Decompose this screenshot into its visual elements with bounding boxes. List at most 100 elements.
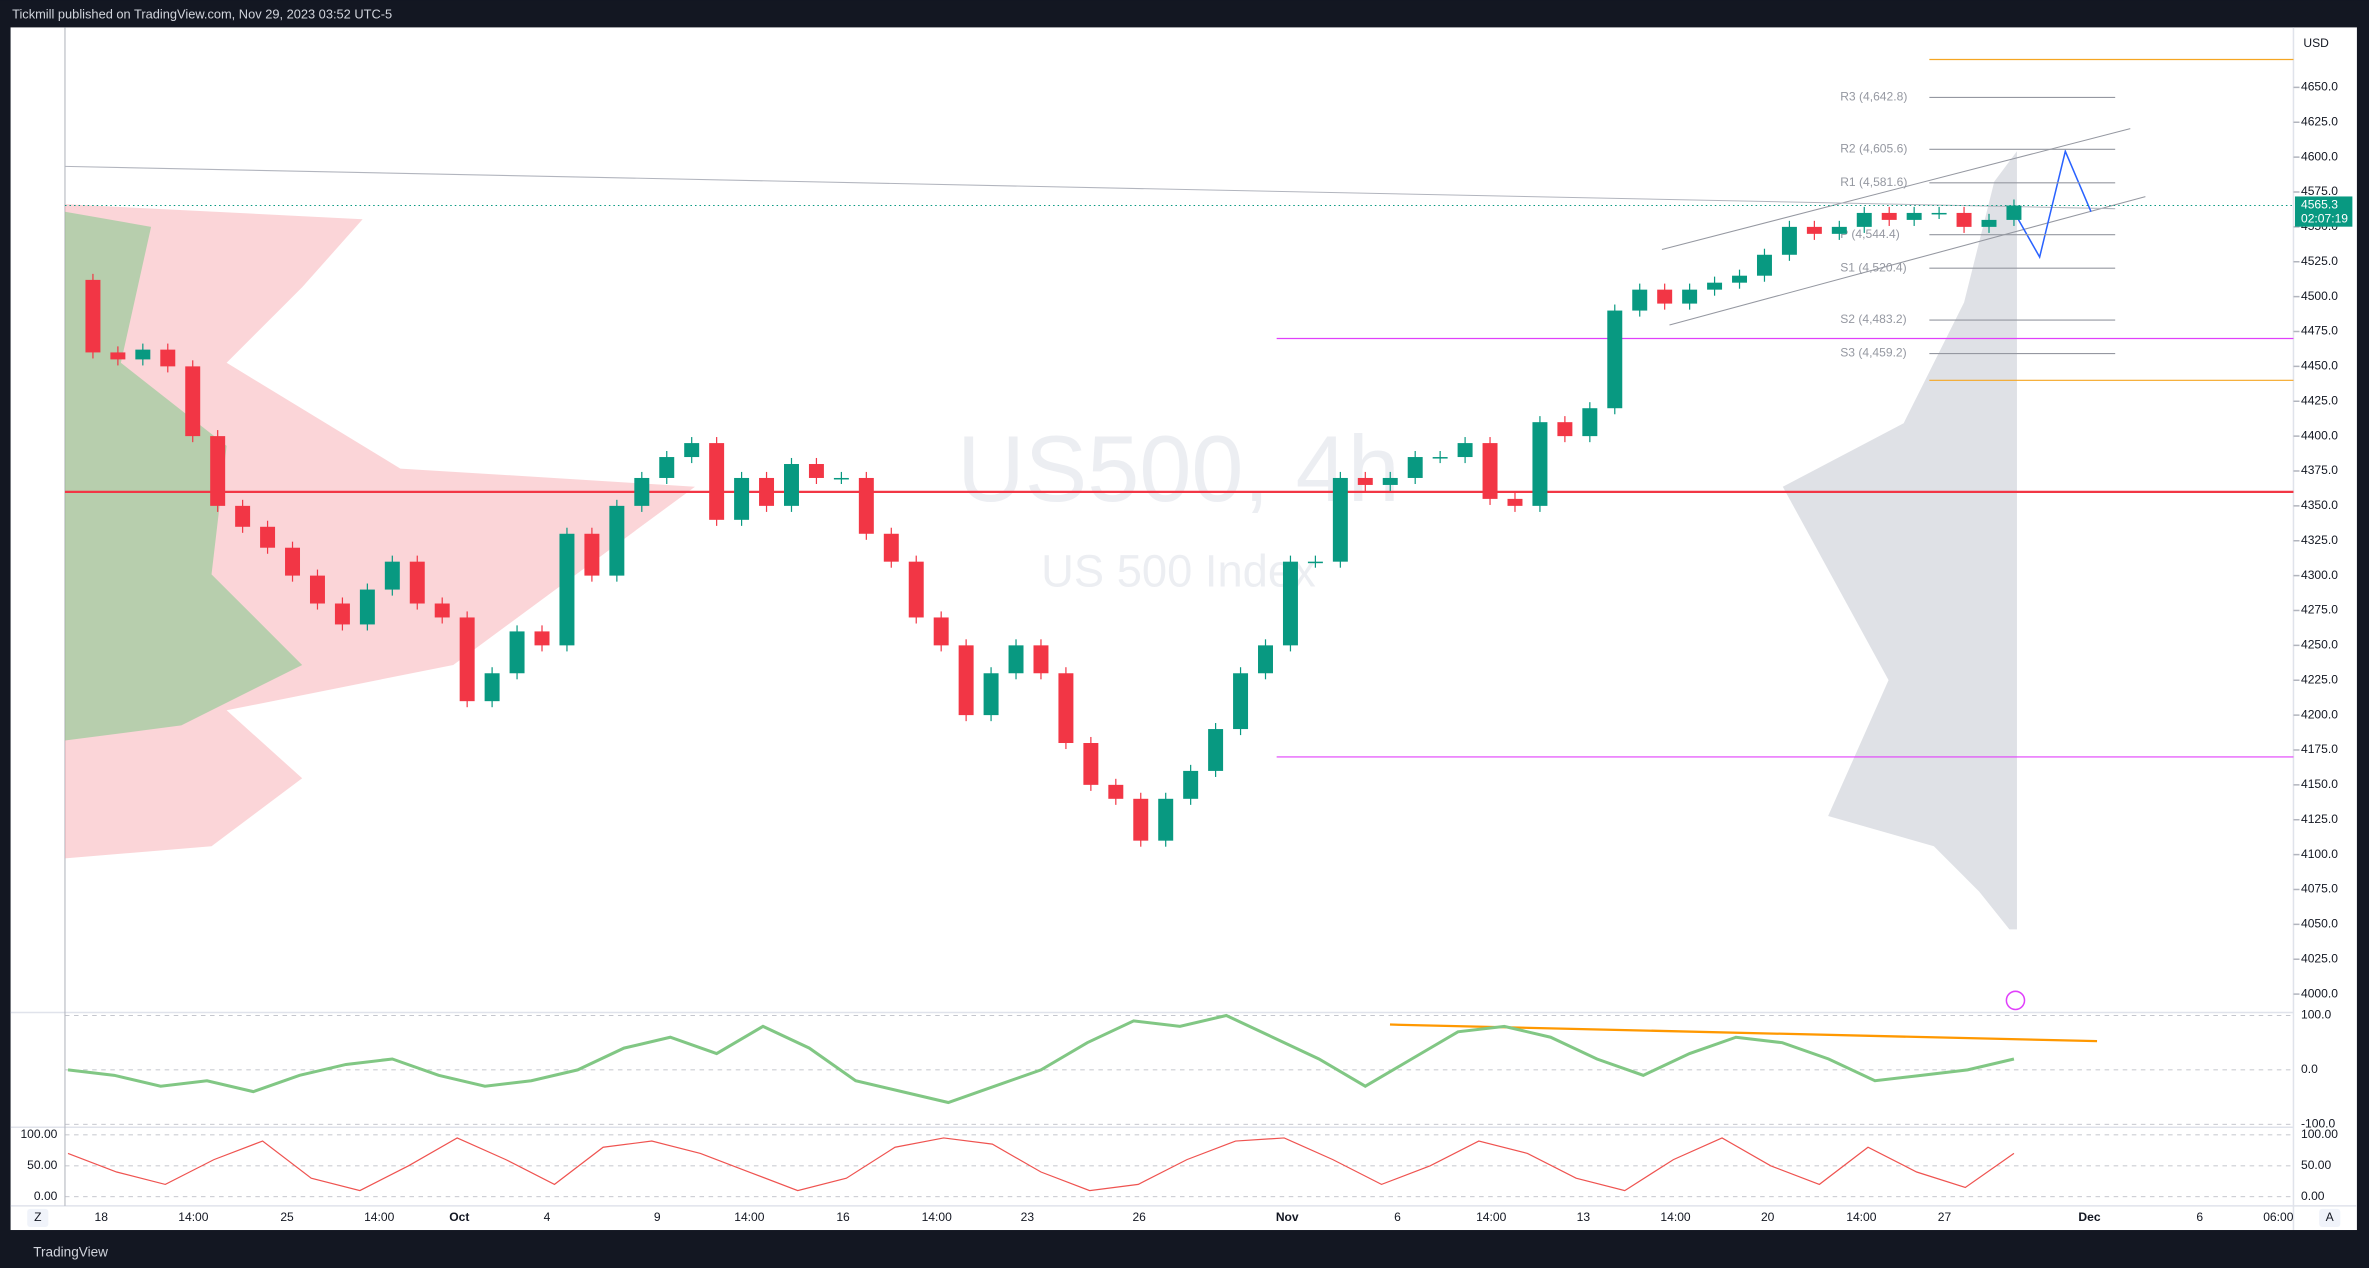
price-tick-label: 4225.0 bbox=[2301, 672, 2338, 686]
candle-body bbox=[285, 547, 301, 576]
candle-body bbox=[409, 561, 425, 604]
time-label: 18 bbox=[95, 1210, 109, 1224]
price-tick-label: 4575.0 bbox=[2301, 184, 2338, 198]
candle-body bbox=[484, 673, 500, 702]
price-tick-label: 4325.0 bbox=[2301, 533, 2338, 547]
candle-body bbox=[1058, 673, 1074, 744]
candle-body bbox=[1956, 212, 1972, 227]
price-tick-label: 4125.0 bbox=[2301, 812, 2338, 826]
brand[interactable]: TradingView bbox=[33, 1244, 108, 1259]
time-label: 27 bbox=[1938, 1210, 1952, 1224]
candle-body bbox=[1906, 212, 1922, 220]
candle-body bbox=[908, 561, 924, 618]
price-tick-label: 4175.0 bbox=[2301, 742, 2338, 756]
pivot-label: P (4,544.4) bbox=[1840, 227, 1900, 241]
time-label: 14:00 bbox=[364, 1210, 395, 1224]
candle-body bbox=[235, 505, 251, 527]
time-label: Dec bbox=[2078, 1210, 2100, 1224]
time-label: 06:00 bbox=[2263, 1210, 2294, 1224]
price-tick-label: 4450.0 bbox=[2301, 359, 2338, 373]
candle-body bbox=[110, 352, 126, 360]
candle-body bbox=[160, 349, 176, 367]
price-tick-label: 4075.0 bbox=[2301, 882, 2338, 896]
time-label: 14:00 bbox=[178, 1210, 209, 1224]
candle-body bbox=[1831, 226, 1847, 234]
candle-body bbox=[584, 533, 600, 576]
time-label: 9 bbox=[654, 1210, 661, 1224]
pivot-label: S1 (4,520.4) bbox=[1840, 260, 1906, 274]
candle-body bbox=[1432, 457, 1448, 459]
candle-body bbox=[210, 436, 226, 506]
time-label: 20 bbox=[1761, 1210, 1775, 1224]
candle-body bbox=[459, 617, 475, 702]
time-label: 14:00 bbox=[1476, 1210, 1507, 1224]
watermark-description: US 500 Index bbox=[1041, 545, 1316, 596]
pivot-label: R2 (4,605.6) bbox=[1840, 142, 1907, 156]
price-tick-label: 4500.0 bbox=[2301, 289, 2338, 303]
candle-body bbox=[1407, 457, 1423, 478]
last-price-tag bbox=[2294, 196, 2353, 227]
candle-body bbox=[1008, 645, 1024, 674]
candle-body bbox=[260, 526, 276, 548]
time-label: 14:00 bbox=[734, 1210, 765, 1224]
time-label: 6 bbox=[2196, 1210, 2203, 1224]
osc-line bbox=[67, 1013, 2015, 1105]
price-tick-label: 4375.0 bbox=[2301, 463, 2338, 477]
candle-body bbox=[1881, 212, 1897, 220]
price-tick-label: 4350.0 bbox=[2301, 498, 2338, 512]
candle-body bbox=[1781, 226, 1797, 255]
candle-body bbox=[85, 279, 101, 353]
osc-tick-label: 0.0 bbox=[2301, 1062, 2318, 1076]
candle-body bbox=[1806, 226, 1822, 234]
pivot-label: S2 (4,483.2) bbox=[1840, 312, 1906, 326]
candle-body bbox=[1307, 561, 1323, 564]
candle-body bbox=[784, 464, 799, 506]
candle-body bbox=[684, 443, 700, 458]
candle-body bbox=[509, 631, 525, 674]
candle-body bbox=[534, 631, 550, 646]
candle-body bbox=[1756, 254, 1772, 276]
time-label: 14:00 bbox=[1660, 1210, 1691, 1224]
channel-line bbox=[1669, 196, 2146, 326]
candle-body bbox=[634, 477, 650, 506]
watermark-symbol: US500, 4h bbox=[957, 416, 1400, 521]
price-tick-label: 4600.0 bbox=[2301, 149, 2338, 163]
candle-body bbox=[135, 349, 151, 360]
pivot-label: R3 (4,642.8) bbox=[1840, 90, 1907, 104]
alert-icon[interactable] bbox=[2005, 990, 2026, 1011]
candle-body bbox=[1083, 743, 1099, 785]
candle-body bbox=[709, 443, 725, 520]
candle-body bbox=[1183, 770, 1199, 799]
price-tick-label: 4050.0 bbox=[2301, 917, 2338, 931]
candle-body bbox=[609, 505, 625, 576]
candle-body bbox=[1108, 784, 1124, 799]
volume-profile bbox=[64, 211, 303, 741]
candle-body bbox=[1557, 422, 1573, 437]
osc-tick-label: -100.0 bbox=[2301, 1116, 2336, 1130]
price-tick-label: 4250.0 bbox=[2301, 638, 2338, 652]
candle-body bbox=[1532, 422, 1548, 506]
time-label: 26 bbox=[1132, 1210, 1146, 1224]
candle-body bbox=[1208, 729, 1224, 771]
candle-body bbox=[1931, 212, 1947, 215]
tz-button-label[interactable]: Z bbox=[34, 1210, 41, 1224]
tz-button[interactable] bbox=[27, 1208, 49, 1228]
candle-body bbox=[1732, 275, 1748, 283]
auto-button[interactable] bbox=[2319, 1208, 2341, 1228]
candle-body bbox=[1482, 443, 1498, 499]
pivot-label: S3 (4,459.2) bbox=[1840, 346, 1906, 360]
auto-button-label[interactable]: A bbox=[2326, 1210, 2335, 1224]
time-label: Oct bbox=[449, 1210, 469, 1224]
candle-body bbox=[983, 673, 999, 716]
candle-body bbox=[1357, 477, 1373, 485]
candle-body bbox=[1258, 645, 1273, 674]
osc-tick-label-left: 100.00 bbox=[20, 1127, 57, 1141]
channel-line bbox=[1661, 128, 2131, 251]
osc-tick-label-left: 0.00 bbox=[34, 1189, 58, 1203]
candle-body bbox=[1856, 212, 1872, 227]
countdown-label: 02:07:19 bbox=[2301, 211, 2348, 225]
price-tick-label: 4625.0 bbox=[2301, 114, 2338, 128]
candle-body bbox=[359, 589, 375, 625]
